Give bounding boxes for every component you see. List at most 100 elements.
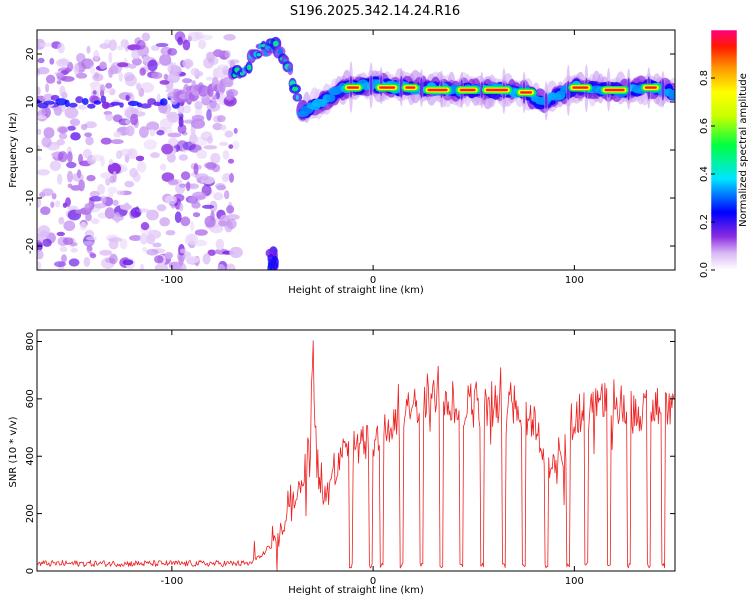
- noise-blob: [49, 160, 62, 172]
- noise-blob: [212, 123, 223, 131]
- noise-blob: [56, 72, 65, 79]
- noise-blob: [217, 64, 229, 71]
- spectrogram-ytick-label: -10: [25, 190, 36, 206]
- signal-spike-core: [399, 75, 403, 98]
- noise-blob: [179, 248, 187, 254]
- noise-blob: [154, 255, 164, 264]
- noise-blob: [97, 212, 107, 219]
- noise-blob: [41, 136, 52, 148]
- noise-blob: [159, 53, 172, 66]
- noise-blob: [179, 203, 184, 212]
- noise-blob: [114, 211, 121, 224]
- noise-blob: [122, 259, 134, 266]
- snr-xtick-label: 100: [565, 576, 584, 587]
- noise-blob: [99, 43, 110, 49]
- noise-blob: [220, 124, 227, 131]
- noise-blob: [136, 83, 142, 91]
- noise-blob: [228, 158, 234, 164]
- noise-blob: [84, 203, 93, 210]
- noise-blob: [59, 246, 68, 253]
- noise-blob: [156, 204, 167, 212]
- colorbar-tick-label: 0.4: [699, 166, 710, 182]
- noise-blob: [148, 229, 162, 239]
- noise-blob: [212, 95, 217, 100]
- noise-blob: [92, 90, 97, 95]
- noise-blob: [70, 132, 81, 141]
- spectrogram-ylabel: Frequency (Hz): [8, 112, 19, 188]
- noise-blob: [136, 39, 146, 50]
- spectrogram-ytick-label: 0: [25, 147, 36, 153]
- noise-blob: [229, 172, 234, 183]
- noise-blob: [68, 258, 80, 267]
- noise-blob: [49, 57, 55, 65]
- noise-blob: [187, 233, 199, 246]
- noise-blob: [129, 235, 143, 241]
- noise-blob: [61, 254, 67, 263]
- noise-blob: [77, 169, 82, 179]
- noise-blob: [37, 155, 43, 162]
- snr-panel: -100 0 100 0 200 400 600 800 Height of straight…: [8, 329, 676, 596]
- noise-blob: [134, 206, 140, 217]
- peak-core: [405, 86, 416, 89]
- noise-blob: [192, 191, 207, 200]
- noise-blob: [56, 173, 63, 185]
- noise-blob: [141, 32, 151, 42]
- noise-blob: [56, 58, 70, 67]
- spectrogram-ytick-label: -20: [25, 238, 36, 254]
- noise-blob: [90, 81, 103, 93]
- noise-blob: [40, 206, 51, 215]
- noise-blob: [37, 249, 44, 260]
- burst-core: [295, 94, 299, 100]
- noise-blob: [100, 137, 112, 145]
- noise-blob: [59, 85, 66, 97]
- peak-core: [379, 86, 396, 89]
- noise-blob: [226, 218, 237, 230]
- noise-blob: [108, 39, 117, 51]
- noise-blob: [163, 73, 169, 81]
- noise-blob: [51, 193, 57, 200]
- noise-blob: [178, 254, 184, 266]
- noise-blob: [182, 105, 192, 114]
- noise-blob: [151, 72, 163, 79]
- noise-blob: [196, 149, 208, 159]
- noise-blob: [119, 148, 133, 157]
- noise-blob: [165, 195, 177, 205]
- spectrogram-xtick-label: 0: [370, 275, 376, 286]
- noise-blob: [167, 72, 181, 83]
- noise-blob: [117, 62, 129, 68]
- noise-blob: [225, 263, 236, 270]
- snr-ytick-label: 600: [25, 389, 36, 408]
- peak-core: [485, 88, 508, 92]
- noise-blob: [93, 50, 100, 61]
- signal-spike-core: [661, 78, 665, 101]
- noise-blob: [58, 132, 68, 140]
- noise-blob: [210, 152, 221, 164]
- noise-blob: [42, 238, 52, 247]
- noise-blob: [86, 174, 96, 182]
- noise-blob: [200, 131, 213, 141]
- noise-stripe-blob: [110, 101, 121, 106]
- noise-blob: [37, 57, 45, 64]
- spectrogram-xtick-label: 100: [565, 275, 584, 286]
- noise-blob: [202, 204, 215, 209]
- snr-ytick-label: 800: [25, 332, 36, 351]
- noise-blob: [112, 114, 123, 123]
- noise-blob: [70, 247, 79, 253]
- noise-blob: [209, 224, 224, 234]
- noise-blob: [99, 84, 106, 92]
- noise-blob: [207, 249, 216, 256]
- noise-blob: [213, 192, 224, 201]
- noise-blob: [172, 62, 177, 73]
- noise-blob: [125, 125, 135, 137]
- noise-blob: [58, 216, 65, 225]
- noise-blob: [84, 132, 92, 138]
- noise-blob: [159, 118, 173, 130]
- noise-blob: [125, 119, 130, 125]
- noise-blob: [167, 48, 178, 56]
- noise-blob: [224, 50, 231, 59]
- noise-blob: [180, 171, 191, 181]
- noise-blob: [206, 101, 221, 112]
- noise-blob: [156, 129, 165, 136]
- noise-blob: [66, 161, 77, 169]
